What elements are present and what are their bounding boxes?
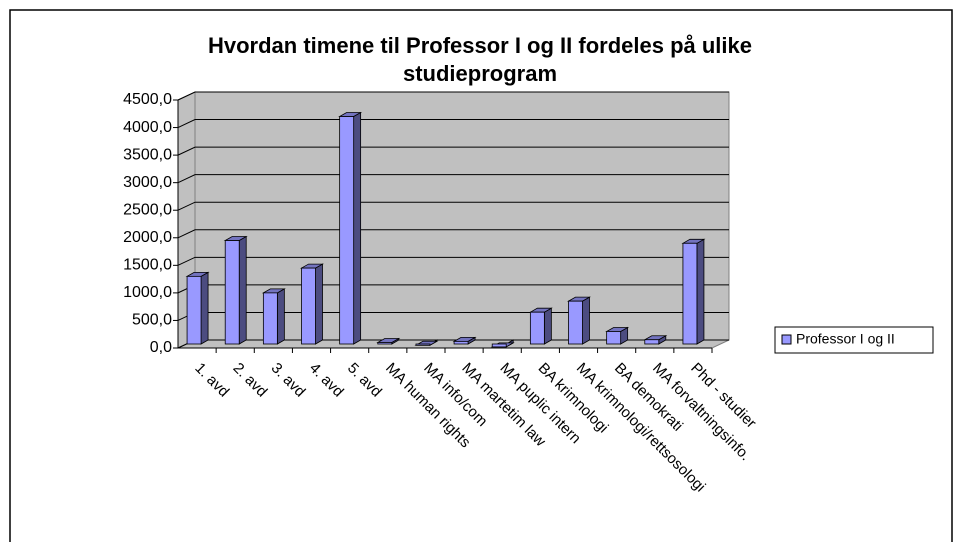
- bar-side: [276, 288, 285, 345]
- y-tick-label: 2500,0: [123, 201, 172, 218]
- bar: [339, 116, 355, 345]
- y-tick-label: 2000,0: [123, 229, 172, 246]
- bar: [606, 331, 622, 345]
- y-tick-label: 1000,0: [123, 284, 172, 301]
- bar-side: [582, 296, 590, 345]
- grid-line: [177, 91, 729, 101]
- bar-side: [200, 271, 209, 345]
- y-tick-label: 3000,0: [123, 174, 172, 191]
- legend-box: [774, 326, 934, 354]
- bar: [644, 339, 660, 345]
- bar: [262, 292, 278, 345]
- bar: [491, 343, 507, 348]
- bar: [529, 311, 545, 345]
- bar: [415, 343, 431, 346]
- y-tick-label: 3500,0: [123, 146, 172, 163]
- bar: [682, 242, 698, 345]
- legend-swatch: [781, 334, 792, 345]
- grid-line: [177, 146, 729, 156]
- y-tick-label: 1500,0: [123, 257, 172, 274]
- bar: [377, 342, 393, 345]
- bar: [453, 340, 469, 345]
- bar-side: [315, 263, 323, 345]
- bar-side: [353, 111, 362, 345]
- y-tick-label: 4500,0: [123, 91, 172, 108]
- bar: [301, 267, 316, 345]
- bar: [186, 275, 202, 345]
- grid-line: [177, 201, 729, 211]
- grid-line: [177, 174, 729, 184]
- y-tick-label: 0,0: [150, 339, 172, 356]
- bar: [224, 240, 240, 345]
- bar-side: [543, 307, 552, 345]
- bar: [568, 300, 583, 345]
- y-tick-label: 4000,0: [123, 119, 172, 136]
- grid-line: [177, 119, 729, 129]
- bar-side: [238, 235, 247, 345]
- legend-label: Professor I og II: [796, 331, 895, 347]
- y-tick-label: 500,0: [132, 312, 172, 329]
- grid-line: [177, 229, 729, 239]
- chart-title: Hvordan timene til Professor I og II for…: [207, 33, 753, 86]
- bar-side: [696, 238, 705, 345]
- grid-line: [177, 256, 729, 266]
